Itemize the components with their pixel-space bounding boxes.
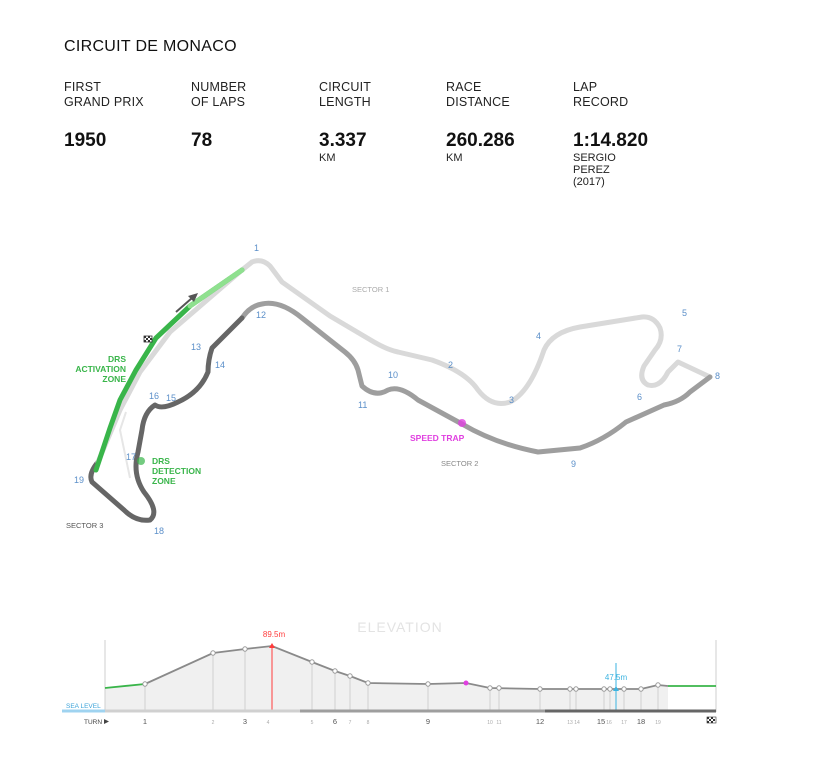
turn-tick: 2 xyxy=(212,720,215,726)
drs-zone-fade xyxy=(187,267,245,309)
max-elevation-marker xyxy=(269,643,275,648)
turn-tick: 4 xyxy=(267,720,270,726)
drs-detection-marker xyxy=(137,457,145,465)
elevation-markers xyxy=(142,646,661,692)
svg-text:DETECTION: DETECTION xyxy=(152,466,201,476)
speed-trap-label: SPEED TRAP xyxy=(410,433,465,443)
turn-tick: 8 xyxy=(367,720,370,726)
turn-axis-label: TURN xyxy=(84,719,102,726)
turn-label: 1 xyxy=(254,243,259,253)
turn-label: 2 xyxy=(448,360,453,370)
stat-lap-record: LAP RECORD 1:14.820 SERGIO PEREZ (2017) xyxy=(573,80,693,188)
circuit-map: SPEED TRAP SECTOR 1 SECTOR 2 SECTOR 3 DR… xyxy=(66,243,720,536)
turn-label: 17 xyxy=(126,452,136,462)
elevation-heading: ELEVATION xyxy=(357,619,443,635)
stat-unit: SERGIO PEREZ (2017) xyxy=(573,152,616,188)
turn-axis-arrow-icon xyxy=(104,719,109,724)
stat-unit: KM xyxy=(446,152,463,164)
finish-flag-icon xyxy=(706,716,717,724)
chequered-flag-icon xyxy=(143,335,153,343)
stat-value: 78 xyxy=(191,130,213,151)
turn-label: 16 xyxy=(149,391,159,401)
turn-label: 13 xyxy=(191,342,201,352)
turn-tick: 1 xyxy=(143,717,147,726)
track-sector-1 xyxy=(239,258,713,406)
stat-label: NUMBER OF LAPS xyxy=(191,80,247,109)
turn-label: 12 xyxy=(256,310,266,320)
turn-tick: 14 xyxy=(574,720,580,726)
stat-value: 3.337 xyxy=(319,130,367,151)
drs-activation-label: DRS ACTIVATION ZONE xyxy=(75,354,126,384)
sea-level-label: SEA LEVEL xyxy=(66,703,101,710)
turn-tick: 3 xyxy=(243,717,247,726)
stat-label: LAP RECORD xyxy=(573,80,629,109)
sector-3-label: SECTOR 3 xyxy=(66,521,103,530)
turn-tick: 11 xyxy=(496,720,501,726)
stat-value: 260.286 xyxy=(446,130,515,151)
stat-unit: KM xyxy=(319,152,336,164)
track-sector-2 xyxy=(239,300,713,455)
turn-label: 6 xyxy=(637,392,642,402)
elevation-line xyxy=(144,645,669,690)
stat-label: RACE DISTANCE xyxy=(446,80,510,109)
turn-label: 9 xyxy=(571,459,576,469)
pit-lane xyxy=(118,411,131,479)
elevation-area xyxy=(105,646,668,710)
turn-label: 7 xyxy=(677,344,682,354)
sector-2-label: SECTOR 2 xyxy=(441,459,478,468)
speed-trap-elevation-marker xyxy=(463,680,469,686)
elevation-profile: ELEVATION 89.5m xyxy=(62,619,717,726)
svg-text:ZONE: ZONE xyxy=(102,374,126,384)
elevation-drs-start xyxy=(104,683,146,689)
turn-tick: 12 xyxy=(536,717,544,726)
turn-label: 14 xyxy=(215,360,225,370)
max-elevation-label: 89.5m xyxy=(263,630,286,639)
min-elevation-marker xyxy=(613,686,619,691)
turn-label: 19 xyxy=(74,475,84,485)
turn-label: 8 xyxy=(715,371,720,381)
stat-label: CIRCUIT LENGTH xyxy=(319,80,372,109)
svg-text:DRS: DRS xyxy=(108,354,126,364)
stat-race-distance: RACE DISTANCE 260.286 KM xyxy=(446,80,566,164)
turn-label: 4 xyxy=(536,331,541,341)
elevation-droplines xyxy=(144,649,659,710)
stat-value: 1:14.820 xyxy=(573,130,649,151)
track-sector-3 xyxy=(88,315,245,523)
turn-label: 18 xyxy=(154,526,164,536)
drs-detection-label: DRS DETECTION ZONE xyxy=(152,456,201,486)
turn-tick-labels: 1 2 3 4 5 6 7 8 9 10 11 12 13 14 15 16 1… xyxy=(143,717,661,726)
turn-tick: 5 xyxy=(311,720,314,726)
turn-tick: 19 xyxy=(655,720,661,726)
sector-1-label: SECTOR 1 xyxy=(352,285,389,294)
turn-label: 11 xyxy=(358,400,367,410)
turn-tick: 17 xyxy=(621,720,627,726)
turn-tick: 13 xyxy=(567,720,573,726)
turn-tick: 6 xyxy=(333,717,337,726)
circuit-title: CIRCUIT DE MONACO xyxy=(64,38,237,55)
svg-text:DRS: DRS xyxy=(152,456,170,466)
turn-label: 3 xyxy=(509,395,514,405)
min-elevation-label: 47.5m xyxy=(605,673,628,682)
turn-tick: 7 xyxy=(349,720,352,726)
svg-text:ACTIVATION: ACTIVATION xyxy=(75,364,126,374)
stat-number-of-laps: NUMBER OF LAPS 78 xyxy=(191,80,311,152)
stat-circuit-length: CIRCUIT LENGTH 3.337 KM xyxy=(319,80,439,164)
speed-trap-marker xyxy=(458,419,466,427)
svg-text:ZONE: ZONE xyxy=(152,476,176,486)
turn-label: 10 xyxy=(388,370,398,380)
turn-tick: 18 xyxy=(637,717,645,726)
stat-first-grand-prix: FIRST GRAND PRIX 1950 xyxy=(64,80,184,152)
turn-numbers: 1 2 3 4 5 6 7 8 9 10 11 12 13 14 15 16 1… xyxy=(74,243,720,536)
stat-value: 1950 xyxy=(64,130,107,151)
direction-arrow-icon xyxy=(175,293,198,313)
turn-tick: 9 xyxy=(426,717,430,726)
turn-label: 15 xyxy=(166,393,176,403)
turn-tick: 10 xyxy=(487,720,493,726)
turn-label: 5 xyxy=(682,308,687,318)
turn-tick: 15 xyxy=(597,717,605,726)
turn-tick: 16 xyxy=(606,720,612,726)
stat-label: FIRST GRAND PRIX xyxy=(64,80,144,109)
